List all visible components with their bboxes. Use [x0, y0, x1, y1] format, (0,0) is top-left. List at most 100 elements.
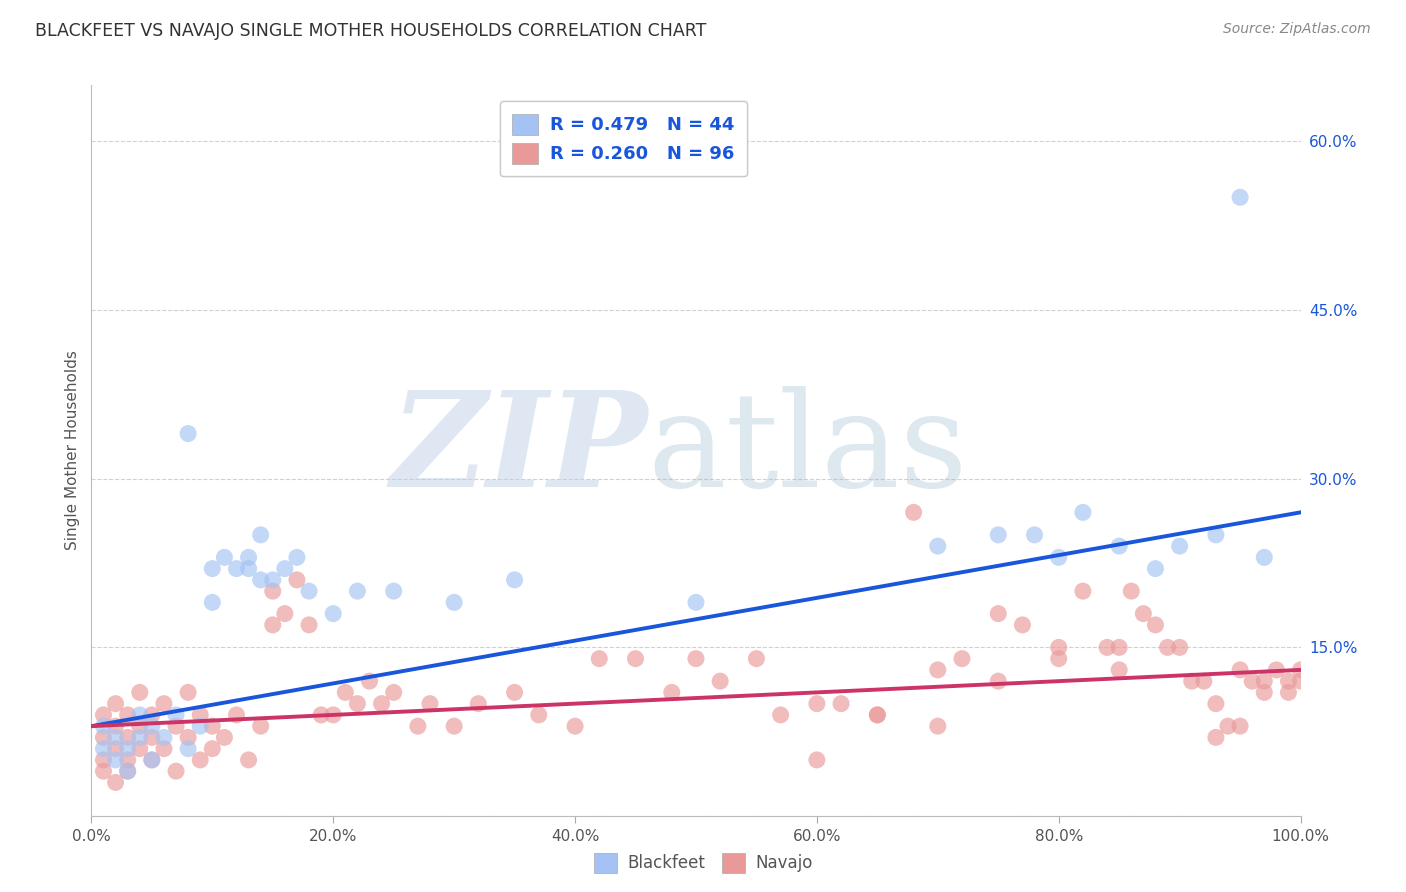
Point — [322, 607, 344, 621]
Point — [1168, 640, 1191, 655]
Point — [806, 753, 828, 767]
Point — [866, 707, 889, 722]
Point — [745, 651, 768, 665]
Point — [370, 697, 392, 711]
Point — [1229, 663, 1251, 677]
Point — [249, 573, 271, 587]
Point — [1121, 584, 1143, 599]
Point — [117, 764, 139, 779]
Point — [238, 561, 260, 575]
Point — [165, 719, 187, 733]
Point — [359, 674, 381, 689]
Point — [274, 607, 297, 621]
Point — [141, 719, 163, 733]
Point — [225, 561, 247, 575]
Point — [987, 528, 1010, 542]
Point — [503, 573, 526, 587]
Point — [588, 651, 610, 665]
Point — [1144, 561, 1167, 575]
Point — [117, 731, 139, 745]
Point — [1229, 190, 1251, 204]
Point — [685, 595, 707, 609]
Point — [1253, 550, 1275, 565]
Point — [406, 719, 429, 733]
Point — [177, 741, 200, 756]
Point — [177, 731, 200, 745]
Point — [128, 741, 150, 756]
Point — [93, 707, 115, 722]
Point — [335, 685, 357, 699]
Point — [285, 550, 308, 565]
Point — [866, 707, 889, 722]
Point — [419, 697, 441, 711]
Point — [1205, 697, 1227, 711]
Point — [238, 550, 260, 565]
Point — [141, 753, 163, 767]
Point — [709, 674, 731, 689]
Point — [987, 674, 1010, 689]
Point — [298, 618, 321, 632]
Point — [1241, 674, 1264, 689]
Point — [443, 595, 465, 609]
Point — [201, 595, 224, 609]
Point — [1132, 607, 1154, 621]
Point — [382, 685, 405, 699]
Point — [927, 663, 949, 677]
Point — [128, 731, 150, 745]
Point — [201, 719, 224, 733]
Point — [128, 707, 150, 722]
Point — [104, 741, 127, 756]
Point — [201, 741, 224, 756]
Point — [1156, 640, 1178, 655]
Point — [214, 731, 236, 745]
Point — [93, 731, 115, 745]
Point — [1253, 685, 1275, 699]
Point — [153, 741, 176, 756]
Point — [188, 719, 211, 733]
Point — [1205, 731, 1227, 745]
Point — [104, 719, 127, 733]
Point — [624, 651, 647, 665]
Point — [1024, 528, 1046, 542]
Point — [104, 753, 127, 767]
Point — [1168, 539, 1191, 553]
Point — [1071, 505, 1094, 519]
Point — [685, 651, 707, 665]
Point — [1095, 640, 1118, 655]
Point — [1181, 674, 1204, 689]
Point — [1108, 663, 1130, 677]
Point — [769, 707, 792, 722]
Point — [987, 607, 1010, 621]
Point — [225, 707, 247, 722]
Point — [1192, 674, 1215, 689]
Text: BLACKFEET VS NAVAJO SINGLE MOTHER HOUSEHOLDS CORRELATION CHART: BLACKFEET VS NAVAJO SINGLE MOTHER HOUSEH… — [35, 22, 707, 40]
Point — [165, 764, 187, 779]
Point — [141, 753, 163, 767]
Point — [1071, 584, 1094, 599]
Point — [443, 719, 465, 733]
Point — [346, 584, 368, 599]
Point — [903, 505, 925, 519]
Legend: R = 0.479   N = 44, R = 0.260   N = 96: R = 0.479 N = 44, R = 0.260 N = 96 — [499, 101, 747, 177]
Point — [1144, 618, 1167, 632]
Point — [188, 753, 211, 767]
Point — [830, 697, 852, 711]
Point — [950, 651, 973, 665]
Point — [262, 584, 284, 599]
Point — [117, 741, 139, 756]
Text: ZIP: ZIP — [391, 386, 648, 515]
Point — [93, 753, 115, 767]
Point — [1265, 663, 1288, 677]
Point — [262, 573, 284, 587]
Point — [285, 573, 308, 587]
Point — [1047, 651, 1070, 665]
Point — [165, 707, 187, 722]
Point — [382, 584, 405, 599]
Point — [238, 753, 260, 767]
Text: atlas: atlas — [648, 386, 967, 515]
Point — [141, 731, 163, 745]
Point — [661, 685, 683, 699]
Point — [1047, 640, 1070, 655]
Point — [93, 719, 115, 733]
Point — [1277, 685, 1299, 699]
